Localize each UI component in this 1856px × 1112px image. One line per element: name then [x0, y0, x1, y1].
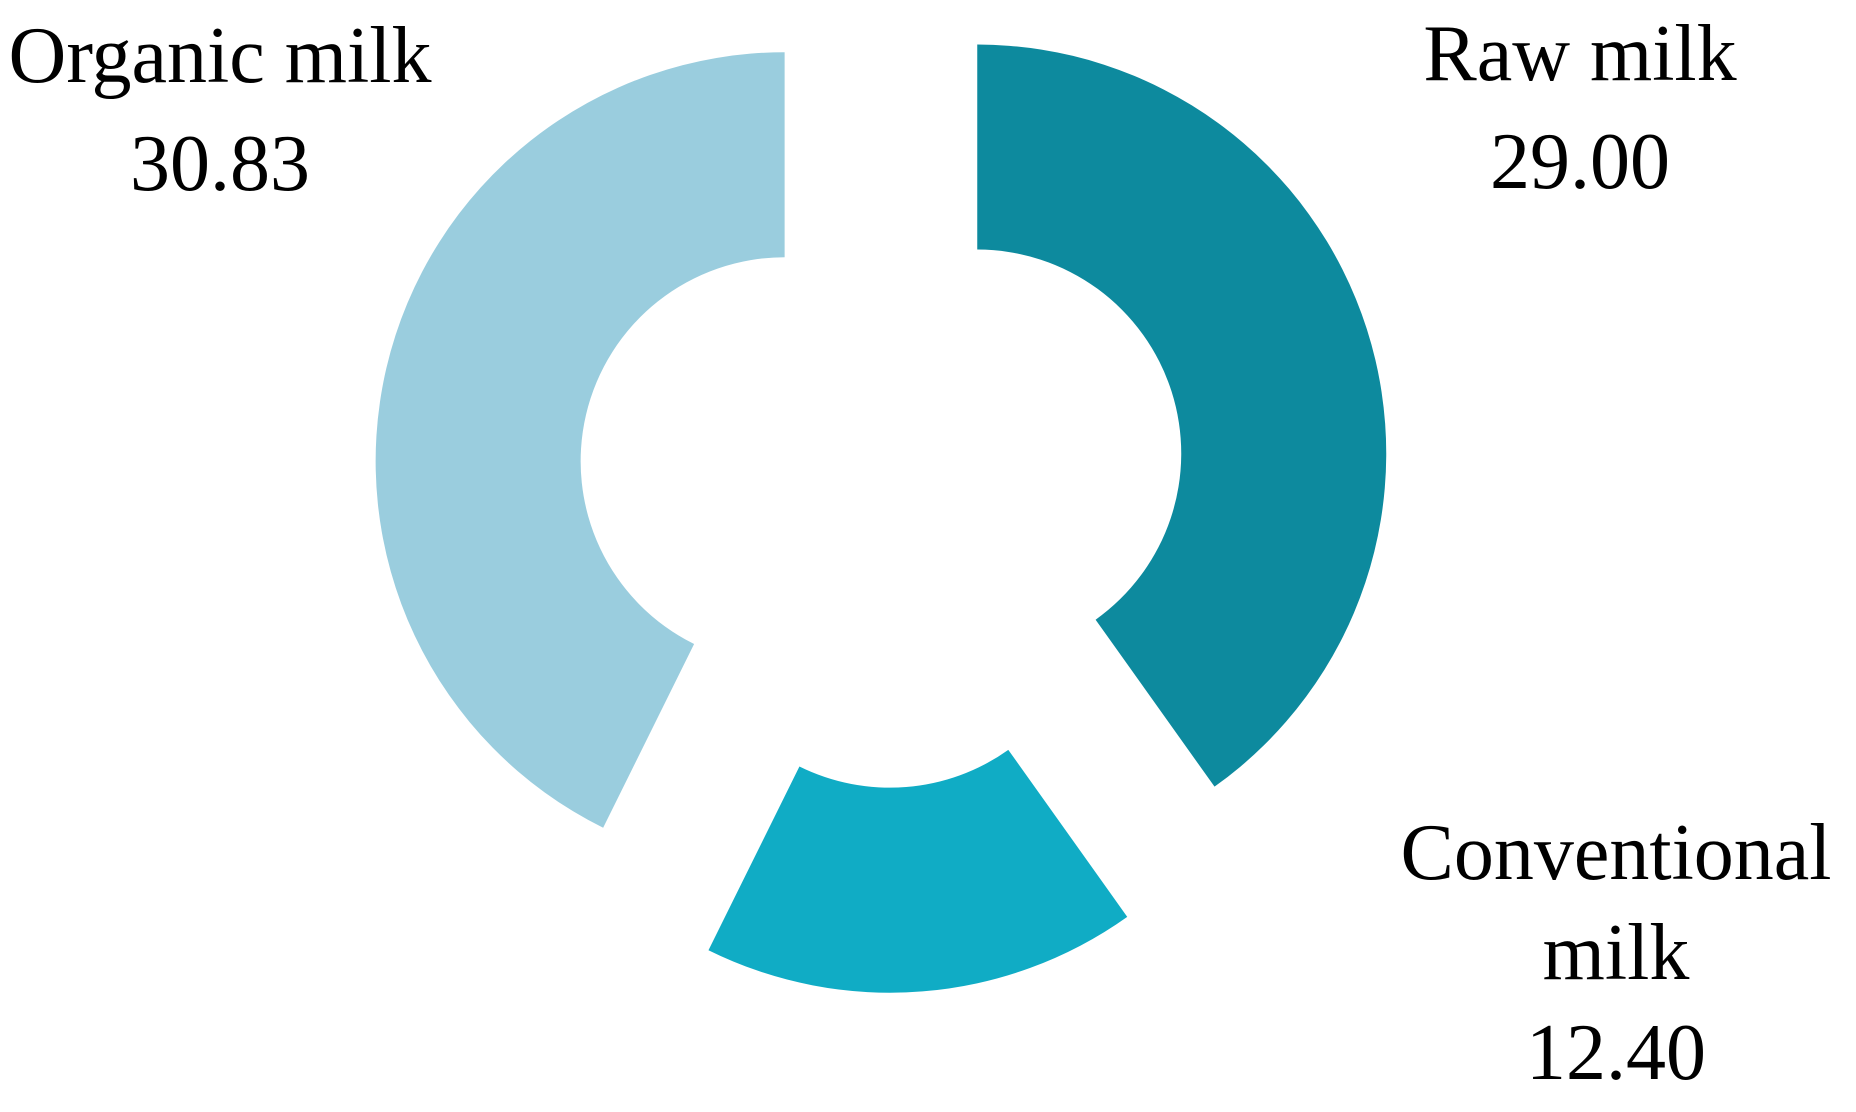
slice-organic-milk — [375, 52, 785, 828]
label-conventional-name-line1: Conventional — [1400, 809, 1832, 897]
label-raw-value: 29.00 — [1490, 118, 1670, 206]
label-conventional-milk: Conventional milk 12.40 — [1396, 803, 1836, 1103]
slice-raw-milk — [977, 44, 1387, 787]
slice-conventional-milk — [708, 749, 1128, 993]
label-conventional-value: 12.40 — [1526, 1009, 1706, 1097]
label-organic-value: 30.83 — [130, 120, 310, 208]
label-raw-milk: Raw milk 29.00 — [1360, 0, 1800, 216]
label-organic-name: Organic milk — [8, 12, 432, 100]
label-raw-name: Raw milk — [1423, 10, 1737, 98]
label-organic-milk: Organic milk 30.83 — [0, 2, 440, 218]
label-conventional-name-line2: milk — [1542, 909, 1690, 997]
